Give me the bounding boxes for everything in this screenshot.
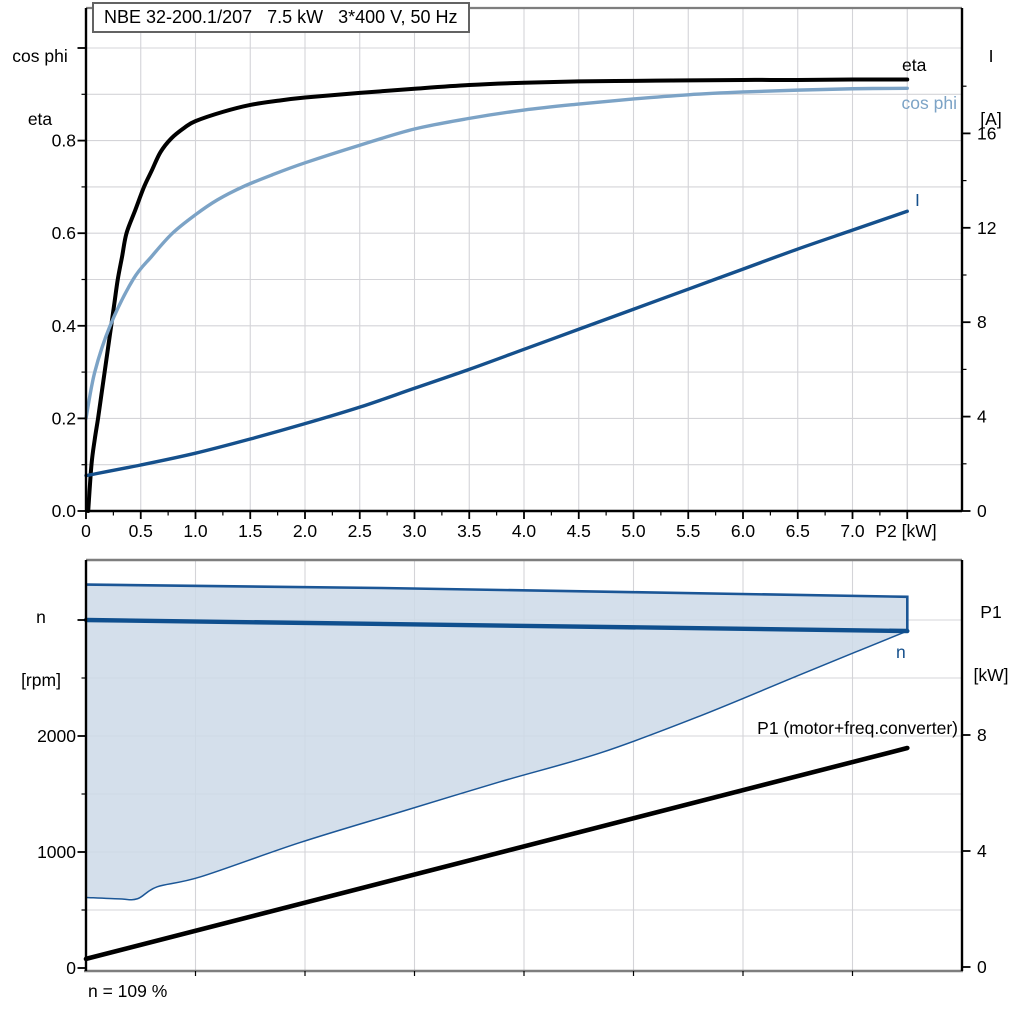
p1-axis-label: P1 xyxy=(980,602,1002,622)
top-chart-curves xyxy=(84,77,910,513)
p1-curve-label: P1 (motor+freq.converter) xyxy=(757,718,958,738)
x-tick-label: 2.5 xyxy=(348,521,372,541)
p1-unit-label: [kW] xyxy=(973,665,1009,685)
y-left-tick-label: 0.2 xyxy=(52,408,76,428)
y-right-tick-label: 4 xyxy=(977,407,987,427)
x-tick-label: 1.0 xyxy=(183,521,208,541)
cos-phi-axis-label: cos phi xyxy=(12,46,68,66)
y-left-tick-label: 0.8 xyxy=(52,131,76,151)
current-curve-label: I xyxy=(915,190,920,210)
y-left-tick-label: 0.6 xyxy=(52,223,76,243)
y-right-tick-label: 8 xyxy=(977,725,987,745)
x-tick-label: 2.0 xyxy=(293,521,318,541)
top-right-axis-title: I [A] xyxy=(966,4,1016,172)
x-tick-label: 3.5 xyxy=(457,521,481,541)
operating-range-area xyxy=(86,584,908,899)
cos-phi-curve-label: cos phi xyxy=(901,93,957,113)
bottom-right-axis-title: P1 [kW] xyxy=(962,560,1020,728)
I-curve xyxy=(84,209,909,478)
operating-range-lower-border xyxy=(85,630,908,901)
y-right-tick-label: 12 xyxy=(977,218,996,238)
x-tick-label: 3.0 xyxy=(402,521,427,541)
speed-curve-label: n xyxy=(896,642,906,662)
x-tick-label: 5.0 xyxy=(621,521,646,541)
y-left-tick-label: 0.0 xyxy=(52,501,77,521)
y-right-tick-label: 16 xyxy=(977,123,996,143)
x-tick-label: 1.5 xyxy=(238,521,262,541)
y-left-tick-label: 0.4 xyxy=(52,316,77,336)
speed-percentage-annotation: n = 109 % xyxy=(88,981,168,1001)
y-right-tick-label: 4 xyxy=(977,841,987,861)
bottom-left-axis-title: n [rpm] xyxy=(8,565,74,733)
eta-curve xyxy=(86,77,910,513)
x-tick-label: 0.5 xyxy=(129,521,153,541)
speed-unit-label: [rpm] xyxy=(21,670,61,690)
y-left-tick-label: 2000 xyxy=(37,726,76,746)
x-tick-label: 4.0 xyxy=(512,521,537,541)
bottom-chart-ticks xyxy=(77,619,971,976)
bottom-chart-tick-labels: 0 1000 2000 0 4 8 xyxy=(37,725,987,978)
x-tick-label: 6.0 xyxy=(731,521,756,541)
x-tick-label: 6.5 xyxy=(786,521,810,541)
operating-range-upper-border xyxy=(85,583,909,631)
eta-curve-label: eta xyxy=(902,55,927,75)
eta-axis-label: eta xyxy=(27,109,53,129)
x-tick-label: 4.5 xyxy=(567,521,591,541)
bottom-chart-curves xyxy=(83,617,910,962)
x-tick-label: 7.0 xyxy=(840,521,865,541)
y-left-tick-label: 0 xyxy=(66,958,76,978)
y-left-tick-label: 1000 xyxy=(37,842,76,862)
operating-range-envelope xyxy=(85,583,909,901)
x-axis-title-p2: P2 [kW] xyxy=(875,521,937,541)
P1-curve xyxy=(83,745,910,962)
current-axis-label: I xyxy=(988,46,994,66)
n-curve xyxy=(83,617,910,634)
chart-title: NBE 32-200.1/207 7.5 kW 3*400 V, 50 Hz xyxy=(92,2,470,33)
y-right-tick-label: 0 xyxy=(977,957,987,977)
x-tick-label: 0 xyxy=(81,521,91,541)
bottom-chart-frame xyxy=(84,558,964,973)
x-tick-label: 5.5 xyxy=(676,521,700,541)
top-chart-tick-labels: 0 0.5 1.0 1.5 2.0 2.5 3.0 3.5 4.0 4.5 5.0 5.5 6.0 6.5… xyxy=(52,123,997,541)
current-unit-label: [A] xyxy=(980,109,1002,129)
y-right-tick-label: 0 xyxy=(977,501,987,521)
speed-axis-label: n xyxy=(36,607,46,627)
top-left-axis-title: cos phi eta xyxy=(4,4,76,172)
cos phi-curve xyxy=(84,86,909,421)
top-chart-ticks xyxy=(77,47,971,519)
y-right-tick-label: 8 xyxy=(977,312,987,332)
